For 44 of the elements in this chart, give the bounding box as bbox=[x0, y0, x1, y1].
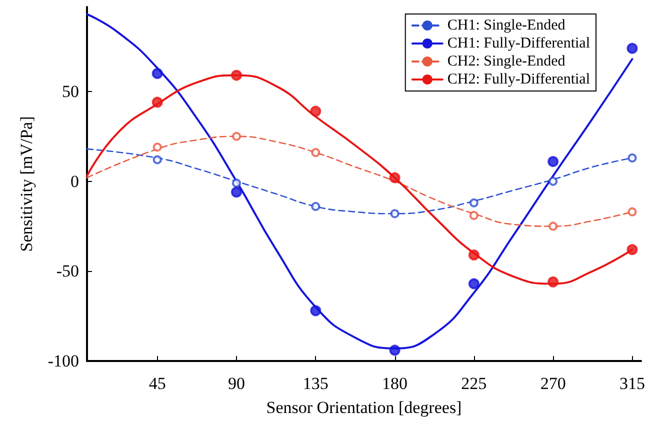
x-tick-label: 180 bbox=[382, 374, 408, 393]
y-tick-label: 50 bbox=[62, 82, 79, 101]
point bbox=[469, 210, 478, 220]
point bbox=[152, 142, 162, 152]
y-tick-label: -100 bbox=[48, 352, 79, 370]
point bbox=[232, 178, 241, 188]
point bbox=[311, 148, 320, 158]
x-tick-label: 45 bbox=[148, 374, 166, 393]
x-tick-label: 90 bbox=[228, 374, 245, 393]
x-tick-label: 270 bbox=[540, 374, 566, 393]
point bbox=[310, 305, 322, 316]
point bbox=[628, 207, 637, 216]
point bbox=[232, 132, 241, 141]
point bbox=[152, 155, 162, 164]
legend-label: CH2: Single-Ended bbox=[447, 54, 566, 70]
point bbox=[311, 202, 320, 211]
y-axis-title: Sensitivity [mV/Pa] bbox=[17, 116, 36, 252]
point bbox=[389, 172, 400, 184]
point bbox=[626, 244, 638, 256]
point bbox=[548, 176, 558, 186]
point bbox=[626, 42, 638, 54]
x-axis-title: Sensor Orientation [degrees] bbox=[266, 398, 462, 417]
y-tick-label: -50 bbox=[56, 262, 79, 281]
point bbox=[152, 96, 163, 108]
y-tick-label: 0 bbox=[70, 172, 79, 191]
x-tick-label: 315 bbox=[619, 374, 645, 393]
legend-label: CH1: Fully-Differential bbox=[447, 36, 590, 52]
x-tick-label: 225 bbox=[461, 374, 487, 393]
point bbox=[548, 276, 559, 288]
point bbox=[231, 70, 242, 81]
point bbox=[469, 198, 478, 208]
point bbox=[548, 156, 559, 168]
point bbox=[468, 278, 480, 290]
point bbox=[152, 68, 163, 79]
x-tick-label: 135 bbox=[302, 374, 328, 393]
legend-label: CH1: Single-Ended bbox=[447, 18, 566, 34]
point bbox=[548, 222, 558, 231]
point bbox=[389, 344, 400, 356]
legend-label: CH2: Fully-Differential bbox=[447, 72, 590, 88]
point bbox=[468, 249, 480, 260]
point bbox=[390, 209, 400, 218]
point bbox=[310, 106, 322, 117]
point bbox=[628, 153, 637, 162]
point bbox=[231, 186, 242, 198]
